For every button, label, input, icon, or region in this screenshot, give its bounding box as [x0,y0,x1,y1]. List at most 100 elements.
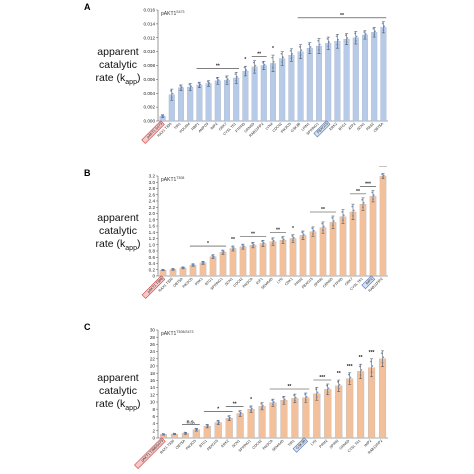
data-point [244,72,247,75]
data-point [205,423,208,426]
data-point [326,38,329,40]
data-point [300,49,303,52]
data-point [229,416,231,419]
category-label: LPIN1 [301,122,311,132]
data-point [272,401,275,403]
bar [189,264,197,277]
significance-label: *** [369,350,375,356]
data-point [354,32,356,35]
category-label: SEMA4D [271,439,285,453]
bar [242,70,249,122]
data-point [381,173,384,176]
chart-title: pAKT1S473 [161,10,185,17]
bar [260,65,267,122]
data-point [251,242,254,244]
data-point [263,63,266,66]
data-point [326,384,328,387]
y-tick-label: 2.6 [149,192,156,197]
y-tick-label: 1.8 [149,217,156,222]
data-point [363,31,366,33]
bar [309,231,317,277]
y-tick-label: 20 [150,364,156,369]
bar [205,83,212,122]
data-point [302,233,305,236]
category-label: OBT5A [373,121,385,133]
category-label: SPRIN [313,277,324,288]
bar [187,86,194,122]
y-axis-label-end: ) [136,72,141,84]
data-point [358,365,361,368]
data-point [281,61,284,63]
y-axis-label-text: rate (k [95,72,126,84]
data-point [232,247,235,249]
data-point [364,33,367,36]
data-point [312,229,315,232]
category-label: GRK7 [218,122,228,132]
significance-label: ** [233,402,237,408]
data-point [217,79,220,81]
category-highlight [141,275,166,299]
category-label: PIK3CD [185,439,197,451]
bar [359,204,367,277]
data-point [282,238,285,241]
category-label: CDK1 [284,277,294,287]
data-point [360,369,363,371]
bar [247,409,255,439]
panel-a: A apparent catalytic rate (kapp) 0.000 0.… [0,0,474,158]
panel-b: B apparent catalytic rate (kapp) 0 0.2 0.4… [0,166,474,316]
data-point [188,83,191,86]
data-point [171,92,174,95]
y-tick-label: 2.0 [149,211,156,216]
y-axis-label-line: apparent [97,372,139,384]
panel-letter: B [84,168,91,178]
data-point [179,84,182,87]
y-tick-label: 0.014 [144,21,156,26]
data-point [183,431,186,434]
data-point [304,393,306,396]
data-point [260,402,263,405]
data-point [241,243,244,246]
data-point [298,45,301,48]
data-point [308,43,310,46]
data-point [349,376,352,379]
data-point [282,240,284,243]
data-point [302,236,304,239]
y-tick-label: 30 [150,328,156,333]
data-point [315,388,317,391]
data-point [272,66,274,69]
y-tick-label: 4 [152,421,155,426]
y-tick-label: 1.4 [149,230,156,235]
data-point [252,245,254,248]
y-tick-label: 2.4 [149,199,156,204]
data-point [321,222,324,225]
category-highlight-box [134,437,166,470]
data-point [282,56,284,59]
bar [339,216,347,277]
y-axis-label-line: rate (kapp) [80,238,156,255]
data-point [252,243,255,246]
data-point [207,424,209,427]
significance-label: n.s. [187,419,196,425]
data-point [254,64,257,67]
data-point [371,191,374,194]
y-tick-label: 0.2 [149,267,156,272]
y-tick-label: 0.6 [149,255,156,260]
y-tick-label: 18 [150,371,156,376]
y-tick-label: 1.2 [149,236,156,241]
bar [343,39,350,122]
category-label: RBP1 [191,122,200,131]
bar [329,222,337,277]
y-tick-label: 0.002 [144,105,156,110]
category-label: PIK3CA [242,276,254,288]
data-point [372,27,375,30]
y-tick-label: 10 [150,400,156,405]
category-highlight [361,275,376,290]
y-axis-label-sub: app [125,405,137,413]
data-point [348,380,351,383]
data-point [346,37,349,39]
bar [325,43,332,122]
y-tick-label: 2.2 [149,205,156,210]
data-point [242,245,245,248]
category-highlight [313,120,331,138]
y-tick-label: 0 [152,274,155,279]
